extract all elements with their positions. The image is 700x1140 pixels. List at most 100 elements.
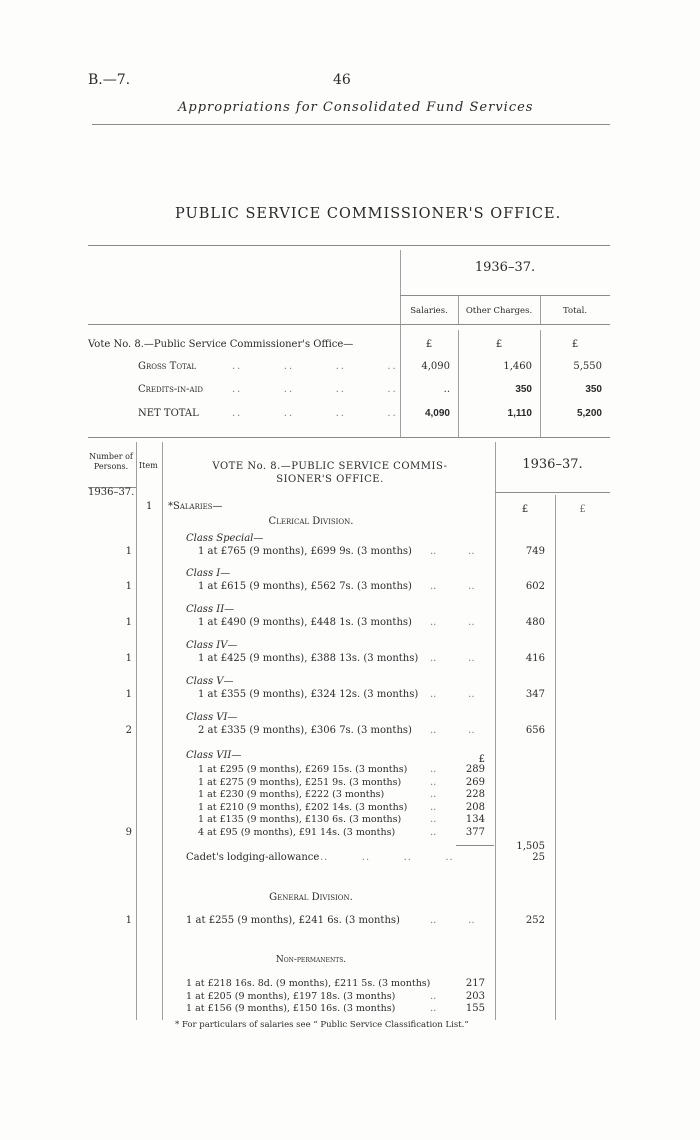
column-divider [400, 250, 401, 438]
salary-line: 1 at £205 (9 months), £197 18s. (3 month… [186, 990, 396, 1002]
persons-count: 2 [125, 725, 132, 736]
class-name: Class I— [186, 568, 231, 579]
amount: 416 [525, 653, 545, 664]
persons-count: 1 [125, 546, 132, 557]
persons-count: 1 [125, 915, 132, 926]
column-divider [495, 442, 496, 1020]
leader-dots: .. .. .. .. [232, 384, 398, 395]
sub-amount: 134 [465, 814, 485, 825]
sub-amount: 377 [465, 826, 485, 838]
sub-amount: 217 [465, 978, 485, 989]
persons-count: 1 [125, 581, 132, 592]
sub-amount: 269 [465, 776, 485, 788]
section-heading: Clerical Division. [268, 516, 354, 527]
amount: 749 [525, 546, 545, 557]
rule [88, 324, 610, 325]
vote-title: SIONER'S OFFICE. [276, 474, 384, 485]
summary-value: 5,550 [573, 361, 602, 372]
column-divider [136, 442, 137, 1020]
leader-dots: .. .. .. .. [232, 361, 398, 372]
salary-line: 4 at £95 (9 months), £91 14s. (3 months) [198, 826, 396, 838]
salary-line: 1 at £218 16s. 8d. (9 months), £211 5s. … [186, 978, 431, 989]
summary-value: 1,110 [507, 408, 532, 419]
salary-line: 1 at £210 (9 months), £202 14s. (3 month… [198, 801, 408, 813]
sub-amount: 289 [465, 764, 485, 775]
salary-line: 2 at £335 (9 months), £306 7s. (3 months… [198, 725, 412, 736]
class-name: Class II— [186, 604, 235, 615]
salary-line: 1 at £295 (9 months), £269 15s. (3 month… [198, 764, 408, 775]
leader-dots: .. .. [430, 725, 475, 736]
salary-line: 1 at £355 (9 months), £324 12s. (3 month… [198, 689, 419, 700]
currency-symbol: £ [425, 339, 433, 350]
running-title: Appropriations for Consolidated Fund Ser… [178, 100, 534, 115]
column-header: Total. [562, 306, 588, 316]
title-rule [88, 245, 610, 246]
amount: 1,505 [516, 841, 545, 852]
leader-dots: .. [430, 789, 437, 800]
summary-row-label: NET TOTAL [138, 408, 199, 419]
amount: 252 [525, 915, 545, 926]
section-heading: General Division. [269, 892, 353, 903]
column-divider [540, 296, 541, 324]
salary-line: 1 at £255 (9 months), £241 6s. (3 months… [186, 915, 400, 926]
class-name: Class VII— [186, 750, 242, 761]
summary-year: 1936–37. [474, 260, 536, 275]
currency-symbol: £ [478, 754, 485, 765]
salary-line: 1 at £230 (9 months), £222 (3 months) [198, 789, 385, 800]
rule [400, 295, 610, 296]
subtotal-rule [456, 845, 494, 846]
leader-dots: .. .. [430, 653, 475, 664]
sub-amount: 208 [465, 801, 485, 813]
summary-value: .. [443, 384, 450, 395]
leader-dots: .. [430, 764, 437, 775]
leader-dots: .. .. [430, 689, 475, 700]
class-name: Class VI— [186, 712, 238, 723]
class-name: Class V— [186, 676, 234, 687]
currency-symbol: £ [495, 339, 503, 350]
page-number: 46 [333, 72, 351, 88]
column-divider [458, 330, 459, 438]
header-rule [92, 124, 610, 125]
salary-line: 1 at £135 (9 months), £130 6s. (3 months… [198, 814, 402, 825]
salary-line: 1 at £425 (9 months), £388 13s. (3 month… [198, 653, 419, 664]
column-header: Salaries. [410, 306, 448, 316]
footnote: * For particulars of salaries see “ Publ… [175, 1020, 469, 1030]
salary-line: Cadet's lodging-allowance [186, 852, 320, 863]
sub-amount: 155 [465, 1003, 485, 1014]
class-name: Class Special— [186, 533, 264, 544]
detail-year: 1936–37. [522, 457, 583, 472]
salary-line: 1 at £615 (9 months), £562 7s. (3 months… [198, 581, 412, 592]
summary-row-label: Credits-in-aid [138, 384, 203, 395]
leader-dots: .. [430, 990, 437, 1002]
column-divider [540, 330, 541, 438]
summary-value: 4,090 [424, 408, 450, 419]
salaries-label: *Salaries— [168, 501, 223, 512]
leader-dots: .. .. [430, 617, 475, 628]
section-heading: Non-permanents. [275, 955, 347, 965]
salary-line: 1 at £490 (9 months), £448 1s. (3 months… [198, 617, 412, 628]
summary-value: 1,460 [503, 361, 532, 372]
amount: 347 [525, 689, 545, 700]
currency-symbol: £ [571, 339, 579, 350]
document-ref: B.—7. [88, 72, 131, 88]
amount: 656 [525, 725, 545, 736]
persons-count: 1 [125, 689, 132, 700]
leader-dots: .. .. [430, 581, 475, 592]
salary-line: 1 at £275 (9 months), £251 9s. (3 months… [198, 776, 402, 788]
summary-value: 350 [585, 384, 602, 395]
persons-count: 1 [125, 653, 132, 664]
sub-amount: 203 [465, 990, 485, 1002]
leader-dots: .. .. [430, 915, 475, 926]
leader-dots: .. [430, 801, 437, 813]
persons-count: 1 [125, 617, 132, 628]
column-header-persons: Number of Persons. [89, 452, 133, 471]
column-divider [162, 442, 163, 1020]
persons-count: 9 [125, 827, 132, 838]
currency-symbol: £ [521, 504, 529, 515]
column-divider [555, 495, 556, 1020]
rule [495, 492, 610, 493]
amount: 25 [532, 852, 545, 863]
salary-line: 1 at £765 (9 months), £699 9s. (3 months… [198, 546, 412, 557]
persons-year: 1936–37. [88, 487, 135, 498]
